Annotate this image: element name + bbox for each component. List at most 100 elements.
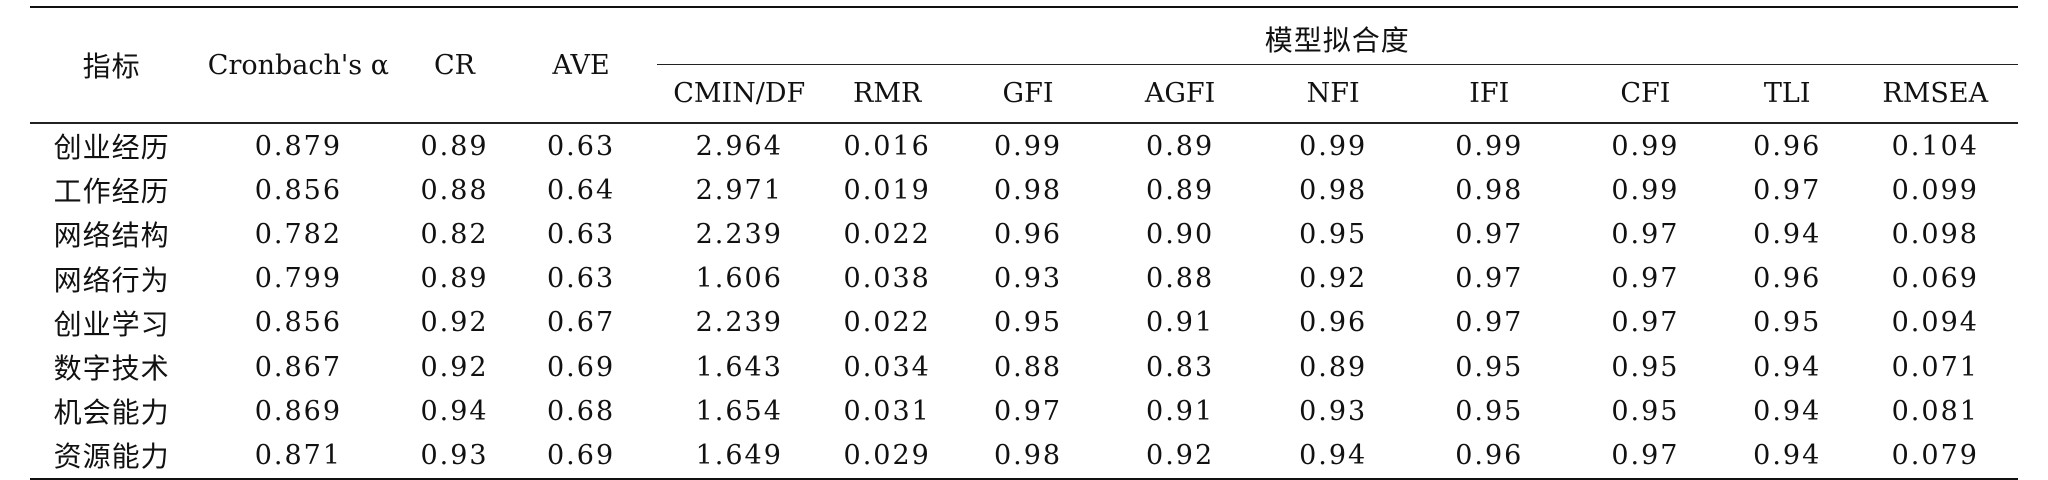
value-cell: 0.95 (993, 307, 1063, 339)
value-cell: 0.63 (547, 218, 616, 250)
value-cell: 2.239 (695, 307, 783, 339)
value-cell: 0.89 (420, 130, 489, 162)
value-cell: 0.93 (993, 263, 1063, 295)
value-cell: 0.104 (1891, 130, 1979, 162)
data-table: 指标 Cronbach's α CR AVE 模型拟合度 CMIN/DF RMR… (30, 6, 2018, 480)
value-cell: 0.94 (1753, 218, 1822, 250)
value-cell: 0.97 (1455, 218, 1524, 250)
value-cell: 1.606 (695, 263, 783, 295)
value-cell: 0.079 (1852, 433, 2018, 480)
col-header: CFI (1568, 64, 1722, 124)
value-cell: 0.031 (843, 395, 931, 427)
value-cell: 0.038 (843, 263, 931, 295)
value-cell: 1.654 (695, 395, 783, 427)
col-header: RMR (821, 64, 953, 124)
group-header: 模型拟合度 (656, 7, 2018, 65)
col-header: AGFI (1103, 64, 1257, 124)
value-cell: 0.879 (254, 130, 343, 162)
value-cell: 0.97 (1568, 433, 1722, 480)
value-cell: 0.871 (193, 433, 404, 480)
value-cell: 0.83 (1146, 351, 1215, 383)
value-cell: 0.96 (1753, 130, 1822, 162)
value-cell: 0.88 (420, 174, 489, 206)
value-cell: 0.89 (1146, 174, 1215, 206)
value-cell: 0.88 (993, 351, 1063, 383)
value-cell: 0.97 (1611, 307, 1680, 339)
table-row: 机会能力 0.869 0.94 0.68 1.654 0.031 0.97 0.91 0.93 0… (30, 389, 2018, 433)
value-cell: 0.89 (1299, 351, 1368, 383)
value-cell: 0.97 (1611, 263, 1680, 295)
value-cell: 0.99 (1455, 130, 1524, 162)
col-header: GFI (952, 64, 1104, 124)
row-label-cell: 工作经历 (53, 175, 170, 209)
value-cell: 2.971 (695, 174, 783, 206)
col-header: CMIN/DF (656, 64, 822, 124)
value-cell: 0.67 (547, 307, 616, 339)
value-cell: 0.63 (547, 263, 616, 295)
value-cell: 0.91 (1146, 395, 1215, 427)
row-label-cell: 网络行为 (53, 263, 170, 297)
value-cell: 0.95 (1299, 218, 1368, 250)
value-cell: 0.90 (1146, 218, 1215, 250)
col-header: CR (403, 7, 506, 124)
value-cell: 0.98 (1299, 174, 1368, 206)
value-cell: 0.99 (1299, 130, 1368, 162)
table-row: 创业经历 0.879 0.89 0.63 2.964 0.016 0.99 0.89 0.99 0… (30, 123, 2018, 168)
value-cell: 2.964 (695, 130, 783, 162)
value-cell: 0.95 (1455, 395, 1524, 427)
value-cell: 0.034 (843, 351, 931, 383)
value-cell: 0.022 (843, 218, 931, 250)
value-cell: 0.96 (1753, 263, 1822, 295)
value-cell: 0.069 (1891, 263, 1979, 295)
value-cell: 0.92 (1299, 263, 1368, 295)
value-cell: 1.649 (656, 433, 822, 480)
table-body: 创业经历 0.879 0.89 0.63 2.964 0.016 0.99 0.89 0.99 0… (30, 123, 2018, 480)
value-cell: 0.099 (1891, 174, 1979, 206)
row-label-cell: 资源能力 (30, 433, 194, 480)
value-cell: 0.96 (993, 218, 1063, 250)
value-cell: 0.92 (420, 307, 489, 339)
value-cell: 0.016 (843, 130, 931, 162)
value-cell: 0.97 (1455, 263, 1524, 295)
value-cell: 0.69 (505, 433, 657, 480)
value-cell: 0.95 (1611, 351, 1680, 383)
value-cell: 0.88 (1146, 263, 1215, 295)
value-cell: 0.93 (1299, 395, 1368, 427)
value-cell: 0.081 (1891, 395, 1979, 427)
value-cell: 0.022 (843, 307, 931, 339)
value-cell: 0.97 (1455, 307, 1524, 339)
value-cell: 0.89 (1146, 130, 1215, 162)
value-cell: 0.93 (403, 433, 506, 480)
value-cell: 0.99 (1611, 130, 1680, 162)
value-cell: 0.019 (843, 174, 931, 206)
value-cell: 0.95 (1611, 395, 1680, 427)
value-cell: 2.239 (695, 218, 783, 250)
value-cell: 0.867 (254, 351, 343, 383)
value-cell: 1.643 (695, 351, 783, 383)
col-header: IFI (1409, 64, 1569, 124)
value-cell: 0.98 (993, 174, 1063, 206)
value-cell: 0.98 (952, 433, 1104, 480)
value-cell: 0.63 (547, 130, 616, 162)
table-row: 创业学习 0.856 0.92 0.67 2.239 0.022 0.95 0.91 0.96 0… (30, 301, 2018, 345)
value-cell: 0.94 (1753, 395, 1822, 427)
value-cell: 0.99 (993, 130, 1063, 162)
value-cell: 0.95 (1753, 307, 1822, 339)
table-row: 网络行为 0.799 0.89 0.63 1.606 0.038 0.93 0.88 0.92 0… (30, 257, 2018, 301)
value-cell: 0.071 (1891, 351, 1979, 383)
value-cell: 0.97 (993, 395, 1063, 427)
row-label-cell: 创业经历 (53, 131, 170, 165)
table-row: 工作经历 0.856 0.88 0.64 2.971 0.019 0.98 0.89 0.98 0… (30, 168, 2018, 212)
value-cell: 0.799 (254, 263, 343, 295)
value-cell: 0.82 (420, 218, 489, 250)
row-label-cell: 创业学习 (53, 307, 170, 341)
value-cell: 0.94 (420, 395, 489, 427)
row-label-cell: 网络结构 (53, 219, 170, 253)
col-header: 指标 (30, 7, 194, 124)
value-cell: 0.094 (1891, 307, 1979, 339)
row-label-cell: 机会能力 (53, 396, 170, 430)
table-row: 数字技术 0.867 0.92 0.69 1.643 0.034 0.88 0.83 0.89 0… (30, 345, 2018, 389)
value-cell: 0.94 (1256, 433, 1410, 480)
value-cell: 0.94 (1721, 433, 1853, 480)
value-cell: 0.856 (254, 174, 343, 206)
